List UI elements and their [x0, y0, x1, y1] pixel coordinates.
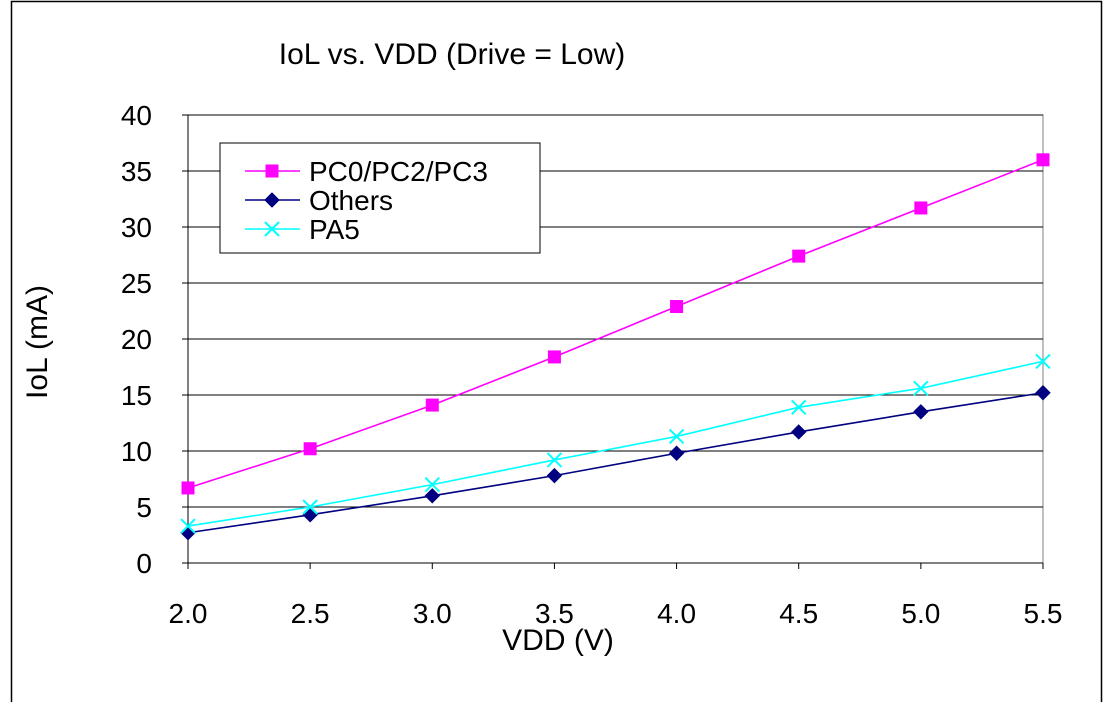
- legend-marker: [264, 192, 280, 208]
- x-tick-label: 5.0: [901, 598, 940, 629]
- legend-marker: [265, 164, 279, 178]
- legend-item: PC0/PC2/PC3: [245, 156, 488, 187]
- data-point: [425, 398, 439, 412]
- y-tick-label: 10: [121, 436, 152, 467]
- legend-label: Others: [309, 185, 393, 216]
- series-line: [187, 391, 1044, 534]
- y-tick-label: 40: [121, 100, 152, 131]
- data-point: [914, 201, 928, 215]
- data-point: [302, 499, 318, 515]
- data-point: [1035, 385, 1051, 401]
- data-point: [1036, 153, 1050, 167]
- legend-item: PA5: [245, 214, 360, 245]
- data-point: [791, 424, 807, 440]
- series-line: [187, 360, 1044, 527]
- data-point: [546, 467, 563, 484]
- data-point: [424, 476, 440, 493]
- data-point: [303, 442, 317, 456]
- y-tick-label: 5: [136, 492, 152, 523]
- data-point: [668, 445, 685, 461]
- data-point: [546, 452, 563, 468]
- data-point: [668, 428, 685, 445]
- data-point: [547, 350, 561, 364]
- data-point: [181, 481, 195, 495]
- data-point: [791, 399, 807, 416]
- y-tick-label: 35: [121, 156, 152, 187]
- legend-marker: [264, 221, 280, 237]
- x-tick-label: 2.0: [169, 598, 208, 629]
- x-tick-label: 3.0: [413, 598, 452, 629]
- series-0: [181, 153, 1050, 495]
- x-tick-label: 2.5: [291, 598, 330, 629]
- x-tick-label: 5.5: [1024, 598, 1063, 629]
- series-2: [180, 353, 1051, 534]
- x-tick-label: 4.0: [657, 598, 696, 629]
- legend-label: PC0/PC2/PC3: [309, 156, 488, 187]
- y-tick-label: 15: [121, 380, 152, 411]
- series-1: [180, 385, 1051, 541]
- data-point: [1035, 353, 1051, 370]
- x-tick-label: 3.5: [535, 598, 574, 629]
- y-tick-label: 30: [121, 212, 152, 243]
- y-tick-label: 0: [136, 548, 152, 579]
- y-axis-title: IoL (mA): [21, 285, 54, 399]
- data-point: [670, 300, 684, 314]
- data-point: [424, 488, 440, 504]
- data-point: [792, 249, 806, 263]
- data-point: [913, 404, 929, 420]
- x-tick-label: 4.5: [779, 598, 818, 629]
- y-tick-label: 20: [121, 324, 152, 355]
- data-point: [913, 380, 929, 396]
- x-axis-title: VDD (V): [502, 624, 614, 657]
- series-line: [187, 159, 1044, 489]
- legend-label: PA5: [309, 214, 360, 245]
- data-point: [180, 518, 196, 534]
- legend-item: Others: [245, 185, 393, 216]
- chart-title: IoL vs. VDD (Drive = Low): [279, 38, 625, 71]
- y-tick-label: 25: [121, 268, 152, 299]
